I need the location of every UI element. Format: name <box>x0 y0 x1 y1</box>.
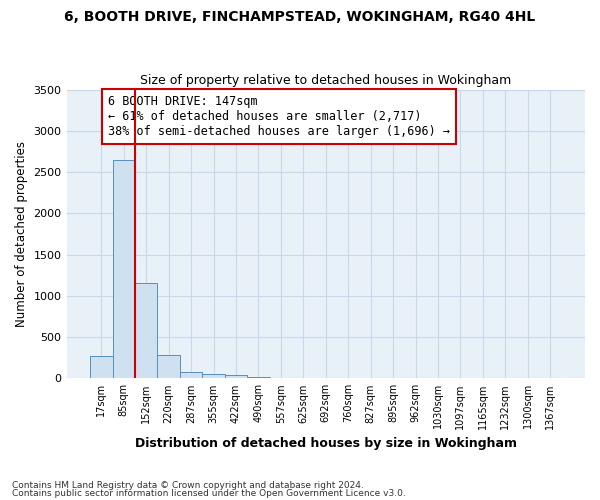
Bar <box>113 160 135 378</box>
Bar <box>225 375 247 378</box>
Bar <box>247 377 269 378</box>
Title: Size of property relative to detached houses in Wokingham: Size of property relative to detached ho… <box>140 74 511 87</box>
Text: 6, BOOTH DRIVE, FINCHAMPSTEAD, WOKINGHAM, RG40 4HL: 6, BOOTH DRIVE, FINCHAMPSTEAD, WOKINGHAM… <box>64 10 536 24</box>
Bar <box>202 374 225 378</box>
Bar <box>135 284 157 378</box>
Y-axis label: Number of detached properties: Number of detached properties <box>15 141 28 327</box>
Bar <box>180 372 202 378</box>
Text: Contains public sector information licensed under the Open Government Licence v3: Contains public sector information licen… <box>12 488 406 498</box>
Text: Contains HM Land Registry data © Crown copyright and database right 2024.: Contains HM Land Registry data © Crown c… <box>12 481 364 490</box>
X-axis label: Distribution of detached houses by size in Wokingham: Distribution of detached houses by size … <box>135 437 517 450</box>
Text: 6 BOOTH DRIVE: 147sqm
← 61% of detached houses are smaller (2,717)
38% of semi-d: 6 BOOTH DRIVE: 147sqm ← 61% of detached … <box>108 96 450 138</box>
Bar <box>90 356 113 378</box>
Bar <box>157 355 180 378</box>
